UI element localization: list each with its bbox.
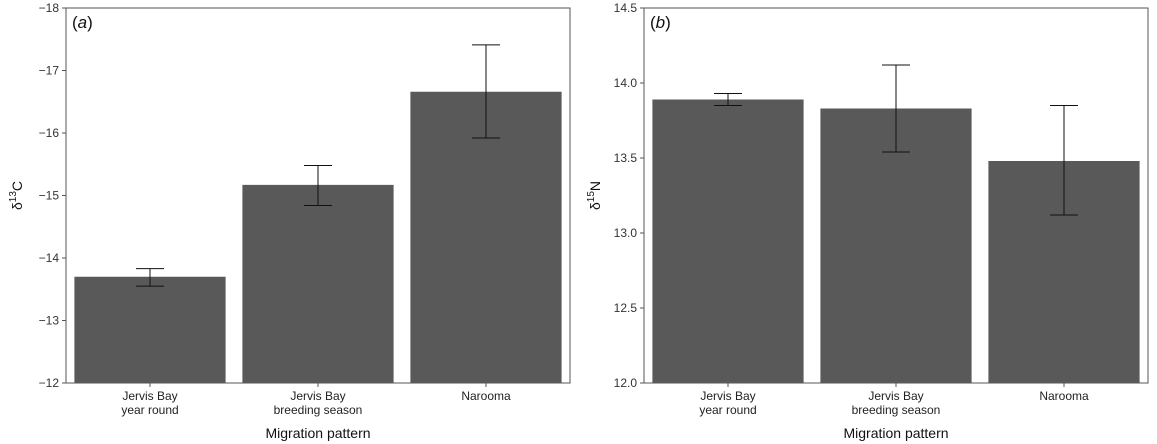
- panel-label: (a): [72, 13, 93, 32]
- panel-label-close: ): [87, 13, 93, 32]
- y-tick-label: −15: [39, 189, 60, 203]
- y-tick-label: 13.0: [614, 226, 638, 240]
- bar-2: [242, 184, 394, 383]
- panel-label-close: ): [665, 13, 671, 32]
- x-axis-title: Migration pattern: [265, 425, 370, 441]
- bar-1: [74, 276, 226, 383]
- bar-1: [652, 99, 804, 383]
- y-tick-label: −17: [39, 64, 60, 78]
- x-tick-label-line1: Jervis Bay: [290, 389, 345, 403]
- x-tick-label-line1: Narooma: [461, 389, 511, 403]
- x-tick-label-line1: Jervis Bay: [122, 389, 177, 403]
- error-bar-3: [1050, 105, 1078, 216]
- y-axis-title-element: N: [587, 181, 603, 191]
- y-axis-title-symbol: δ: [587, 202, 603, 210]
- y-axis-title: δ13C: [8, 181, 25, 210]
- y-tick-label: 14.5: [614, 1, 638, 15]
- error-bar-1: [714, 93, 742, 106]
- x-tick-label-line2: year round: [699, 403, 756, 417]
- y-tick-label: −13: [39, 314, 60, 328]
- y-tick-label: −14: [39, 251, 60, 265]
- x-tick-label-line1: Jervis Bay: [700, 389, 755, 403]
- bar-2: [820, 108, 972, 383]
- x-tick-label-line1: Narooma: [1039, 389, 1089, 403]
- panel-label-letter: b: [656, 13, 665, 32]
- y-axis-title-superscript: 13: [8, 191, 19, 203]
- panel-label-letter: a: [78, 13, 87, 32]
- y-axis-title-element: C: [9, 181, 25, 191]
- panel-label-open: (: [650, 13, 656, 32]
- y-tick-label: −12: [39, 376, 60, 390]
- error-bar-2: [882, 64, 910, 153]
- y-tick-label: −16: [39, 126, 60, 140]
- y-tick-label: −18: [39, 1, 60, 15]
- y-axis-title-symbol: δ: [9, 202, 25, 210]
- y-tick-label: 12.0: [614, 376, 638, 390]
- error-bar-2: [304, 165, 332, 206]
- y-tick-label: 12.5: [614, 301, 638, 315]
- x-tick-label-line2: breeding season: [274, 403, 363, 417]
- x-axis-title: Migration pattern: [843, 425, 948, 441]
- panel-label: (b): [650, 13, 671, 32]
- x-tick-label-line2: breeding season: [852, 403, 941, 417]
- error-bar-1: [136, 268, 164, 287]
- y-tick-label: 13.5: [614, 151, 638, 165]
- y-axis-title-superscript: 15: [586, 191, 597, 203]
- x-tick-label-line2: year round: [121, 403, 178, 417]
- error-bar-3: [472, 44, 500, 139]
- bar-3: [410, 91, 562, 383]
- y-axis-title: δ15N: [586, 181, 603, 210]
- y-tick-label: 14.0: [614, 76, 638, 90]
- panel-label-open: (: [72, 13, 78, 32]
- x-tick-label-line1: Jervis Bay: [868, 389, 923, 403]
